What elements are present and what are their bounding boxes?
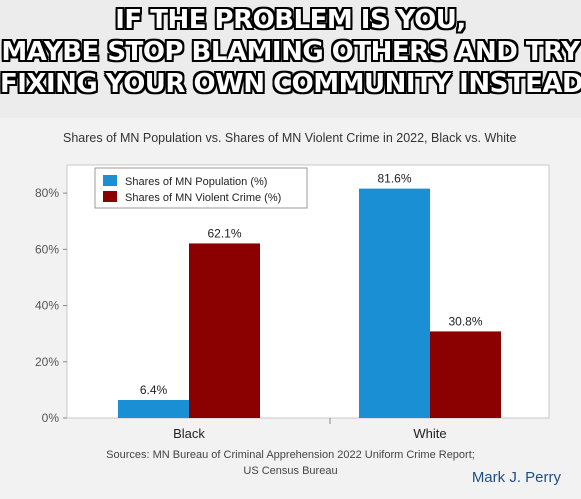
bar-black-violent-crime bbox=[189, 243, 260, 418]
bar-black-population bbox=[118, 400, 189, 418]
data-label: 62.1% bbox=[207, 226, 241, 240]
data-label: 81.6% bbox=[377, 172, 411, 186]
y-tick-label: 80% bbox=[35, 186, 59, 200]
legend-box bbox=[94, 167, 308, 209]
legend-swatch bbox=[103, 175, 117, 186]
source-line-2: US Census Bureau bbox=[243, 465, 338, 477]
chart-title: Shares of MN Population vs. Shares of MN… bbox=[63, 131, 517, 145]
caption-line-1: IF THE PROBLEM IS YOU, bbox=[115, 5, 466, 35]
caption-line-3: FIXING YOUR OWN COMMUNITY INSTEAD bbox=[0, 69, 581, 99]
bar-white-population bbox=[359, 188, 430, 418]
data-label: 6.4% bbox=[140, 383, 168, 397]
data-label: 30.8% bbox=[448, 314, 482, 328]
y-tick-label: 20% bbox=[35, 355, 59, 369]
legend-swatch bbox=[103, 191, 117, 202]
legend-label: Shares of MN Population (%) bbox=[125, 176, 267, 188]
y-tick-label: 60% bbox=[35, 242, 59, 256]
author-credit: Mark J. Perry bbox=[471, 469, 561, 486]
source-line-1: Sources: MN Bureau of Criminal Apprehens… bbox=[106, 449, 475, 461]
legend-label: Shares of MN Violent Crime (%) bbox=[125, 192, 281, 204]
meme-caption: IF THE PROBLEM IS YOU, MAYBE STOP BLAMIN… bbox=[0, 4, 581, 100]
bar-white-violent-crime bbox=[430, 331, 501, 418]
y-tick-label: 0% bbox=[42, 411, 60, 425]
x-category-label: Black bbox=[173, 426, 205, 441]
x-category-label: White bbox=[413, 426, 446, 441]
y-tick-label: 40% bbox=[35, 299, 59, 313]
caption-line-2: MAYBE STOP BLAMING OTHERS AND TRY bbox=[1, 37, 580, 67]
